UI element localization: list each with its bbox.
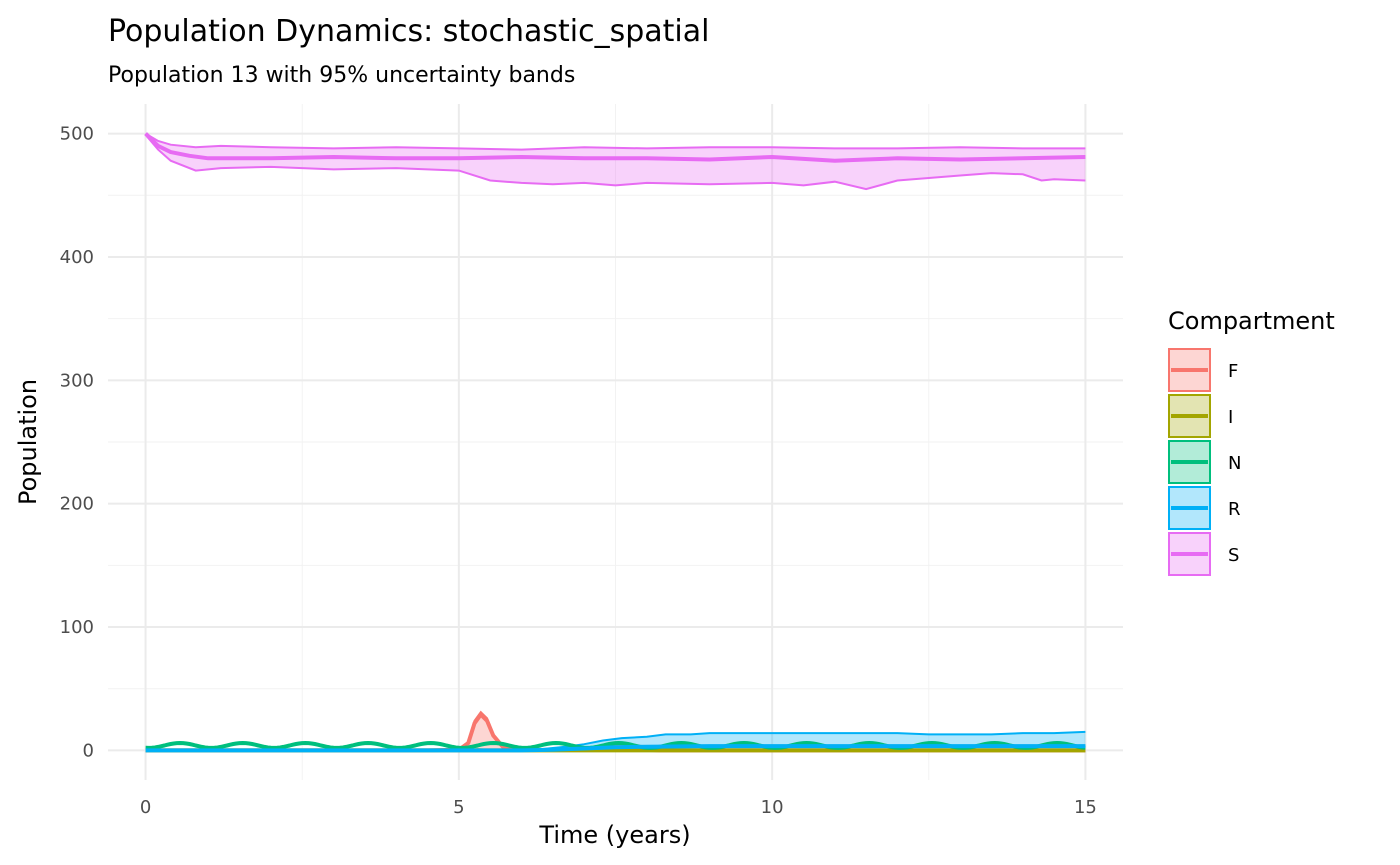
legend-title: Compartment — [1168, 307, 1335, 335]
upper-bound-s — [145, 132, 1086, 151]
series-lines — [144, 132, 1086, 753]
y-tick-label: 300 — [60, 370, 94, 391]
lower-bound-s — [144, 134, 1086, 191]
mean-line-r — [145, 744, 1086, 753]
mean-line-n — [145, 741, 1086, 750]
legend-label-n: N — [1228, 453, 1241, 474]
x-axis-ticks: 0 5 10 15 — [140, 797, 1097, 818]
chart-title: Population Dynamics: stochastic_spatial — [108, 14, 709, 49]
chart-subtitle: Population 13 with 95% uncertainty bands — [108, 63, 575, 88]
legend-label-i: I — [1228, 407, 1233, 428]
legend: Compartment F I N R S — [1168, 307, 1335, 576]
y-tick-label: 500 — [60, 124, 94, 145]
legend-label-s: S — [1228, 545, 1239, 566]
grid — [108, 104, 1123, 780]
y-tick-label: 200 — [60, 494, 94, 515]
legend-label-r: R — [1228, 499, 1241, 520]
legend-label-f: F — [1228, 361, 1238, 382]
y-tick-label: 0 — [83, 740, 94, 761]
x-axis-title: Time (years) — [538, 821, 690, 849]
y-axis-ticks: 0 100 200 300 400 500 — [60, 124, 94, 762]
x-tick-label: 5 — [453, 797, 464, 818]
y-axis-title: Population — [14, 379, 42, 505]
y-tick-label: 100 — [60, 617, 94, 638]
y-tick-label: 400 — [60, 247, 94, 268]
x-tick-label: 10 — [761, 797, 784, 818]
mean-line-s — [144, 132, 1086, 163]
x-tick-label: 15 — [1074, 797, 1097, 818]
x-tick-label: 0 — [140, 797, 151, 818]
band-s — [145, 133, 1086, 190]
